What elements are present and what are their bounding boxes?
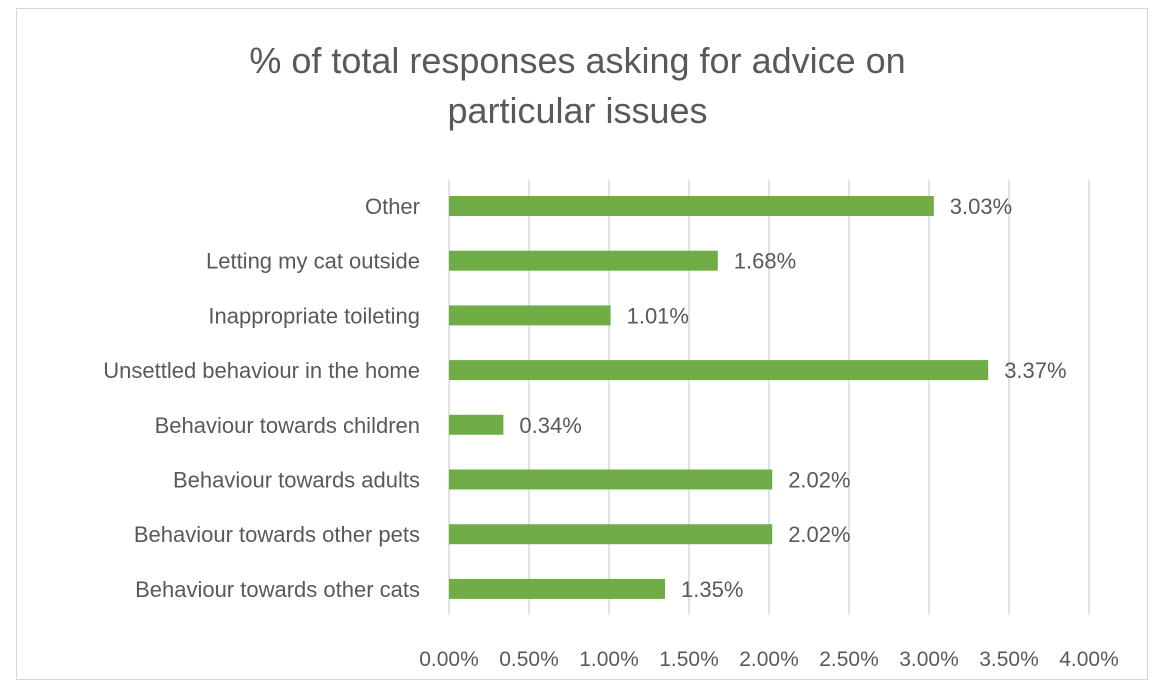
chart-area	[16, 8, 1148, 680]
x-tick-label: 3.50%	[979, 648, 1039, 671]
x-tick-label: 1.00%	[579, 648, 639, 671]
data-label: 3.37%	[1004, 358, 1066, 383]
bar	[449, 196, 934, 216]
x-tick-label: 0.00%	[419, 648, 479, 671]
x-tick-label: 2.00%	[739, 648, 799, 671]
chart-title-line-2: particular issues	[447, 90, 708, 131]
bar	[449, 469, 773, 490]
bar	[449, 250, 718, 271]
x-tick-label: 0.50%	[499, 648, 559, 671]
x-tick-label: 1.50%	[659, 648, 719, 671]
category-label: Letting my cat outside	[206, 249, 420, 274]
bar	[449, 360, 989, 381]
data-label: 1.01%	[627, 303, 689, 328]
data-label: 3.03%	[950, 194, 1012, 219]
chart-title: % of total responses asking for advice o…	[0, 36, 1155, 136]
category-label: Inappropriate toileting	[208, 303, 420, 328]
category-label: Other	[365, 194, 420, 219]
category-label: Unsettled behaviour in the home	[103, 358, 420, 383]
data-label: 1.68%	[734, 249, 796, 274]
category-label: Behaviour towards other cats	[135, 577, 420, 602]
category-label: Behaviour towards adults	[173, 468, 420, 493]
data-label: 2.02%	[788, 468, 850, 493]
bar	[449, 414, 504, 435]
data-label: 1.35%	[681, 577, 743, 602]
x-tick-label: 2.50%	[819, 648, 879, 671]
category-label: Behaviour towards children	[155, 413, 420, 438]
data-label: 0.34%	[519, 413, 581, 438]
data-label: 2.02%	[788, 522, 850, 547]
bar	[449, 305, 611, 326]
x-tick-label: 4.00%	[1059, 648, 1119, 671]
category-label: Behaviour towards other pets	[134, 522, 420, 547]
chart-title-line-1: % of total responses asking for advice o…	[249, 40, 906, 81]
x-tick-label: 3.00%	[899, 648, 959, 671]
bar	[449, 578, 665, 599]
bar	[449, 524, 773, 545]
